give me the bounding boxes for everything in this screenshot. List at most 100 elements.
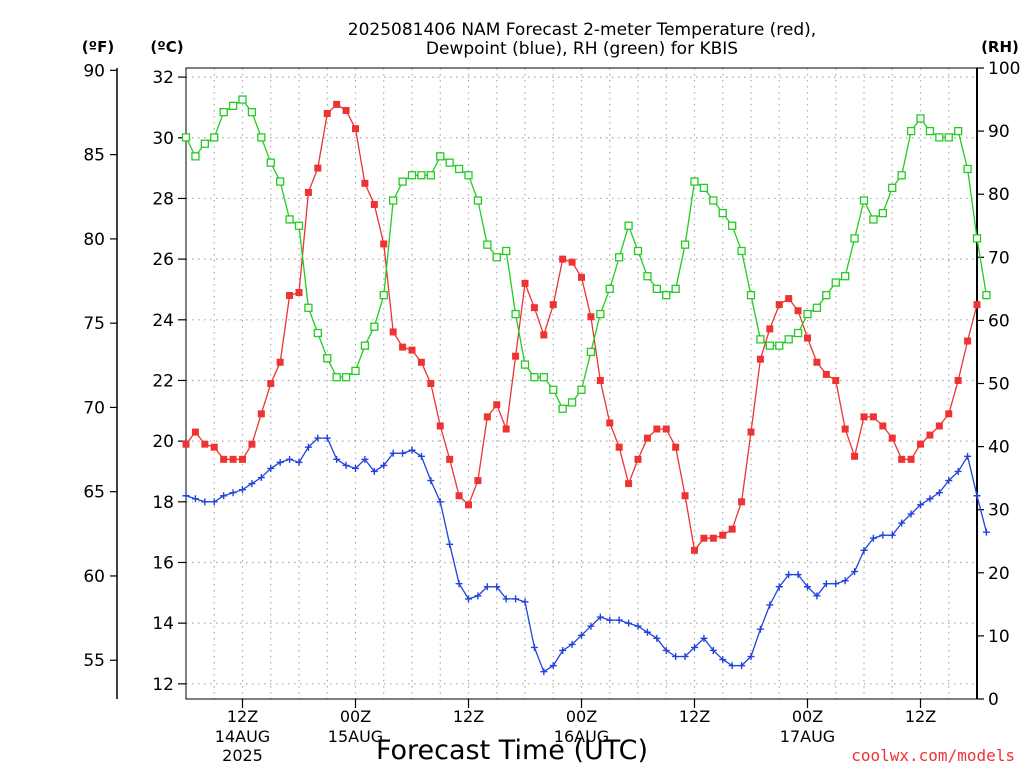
rh-point bbox=[652, 284, 661, 294]
temperature-point bbox=[643, 434, 651, 442]
dewpoint-point bbox=[869, 534, 877, 542]
temperature-point bbox=[323, 110, 331, 118]
dewpoint-point bbox=[304, 443, 312, 451]
temperature-point bbox=[756, 355, 764, 363]
dewpoint-point bbox=[634, 622, 642, 630]
rh-series bbox=[181, 95, 991, 413]
temperature-point bbox=[286, 292, 294, 300]
dewpoint-point bbox=[888, 531, 896, 539]
temperature-point bbox=[474, 477, 482, 485]
temperature-point bbox=[427, 380, 435, 387]
rh-point bbox=[473, 196, 483, 205]
x-tick-date: 17AUG bbox=[780, 727, 835, 746]
dewpoint-point bbox=[907, 510, 915, 518]
dewpoint-point bbox=[399, 449, 407, 457]
temperature-point bbox=[794, 307, 802, 315]
dewpoint-point bbox=[352, 464, 359, 472]
x-tick-label: 00Z bbox=[792, 707, 823, 726]
temperature-point bbox=[483, 413, 491, 421]
temperature-point bbox=[408, 346, 416, 354]
dewpoint-point bbox=[276, 458, 284, 466]
rh-point bbox=[756, 335, 765, 344]
rh-point bbox=[530, 373, 539, 382]
celsius-tick-label: 14 bbox=[152, 614, 174, 634]
rh-point bbox=[266, 158, 275, 167]
dewpoint-point bbox=[587, 622, 595, 630]
temperature-point bbox=[201, 440, 209, 448]
chart-title-line1: 2025081406 NAM Forecast 2-meter Temperat… bbox=[348, 20, 816, 40]
rh-point bbox=[539, 373, 548, 382]
rh-unit-label: (RH) bbox=[981, 38, 1019, 56]
x-tick-label: 12Z bbox=[679, 707, 710, 726]
rh-tick-label: 20 bbox=[988, 564, 1010, 584]
temperature-point bbox=[502, 425, 510, 433]
rh-point bbox=[850, 234, 859, 243]
temperature-point bbox=[549, 301, 557, 309]
x-tick-label: 12Z bbox=[227, 707, 258, 726]
dewpoint-point bbox=[804, 583, 811, 591]
temperature-point bbox=[182, 440, 190, 448]
temperature-point bbox=[738, 498, 746, 506]
rh-tick-label: 100 bbox=[988, 59, 1020, 79]
dewpoint-point bbox=[775, 583, 783, 591]
rh-point bbox=[200, 139, 209, 148]
dewpoint-point bbox=[964, 452, 972, 460]
rh-point bbox=[426, 171, 435, 180]
fahrenheit-tick-label: 80 bbox=[83, 230, 105, 250]
rh-point bbox=[417, 171, 426, 180]
rh-point bbox=[332, 373, 341, 382]
fahrenheit-tick-label: 75 bbox=[83, 314, 105, 334]
dewpoint-point bbox=[700, 634, 708, 642]
dewpoint-point bbox=[719, 656, 727, 664]
rh-point bbox=[398, 177, 407, 186]
dewpoint-point bbox=[474, 592, 482, 600]
temperature-point bbox=[568, 258, 576, 266]
dewpoint-point bbox=[210, 498, 218, 506]
dewpoint-point bbox=[333, 455, 341, 463]
temperature-point bbox=[907, 455, 915, 463]
dewpoint-point bbox=[380, 461, 388, 469]
celsius-tick-label: 20 bbox=[152, 432, 174, 452]
rh-point bbox=[906, 126, 916, 136]
rh-point bbox=[916, 114, 925, 123]
dewpoint-point bbox=[502, 595, 510, 603]
dewpoint-point bbox=[512, 595, 520, 603]
rh-point bbox=[389, 196, 398, 205]
celsius-tick-label: 26 bbox=[152, 250, 174, 270]
x-tick-date: 14AUG bbox=[215, 727, 270, 746]
temperature-point bbox=[832, 376, 840, 384]
temperature-point bbox=[455, 492, 463, 500]
temperature-point bbox=[578, 273, 585, 281]
celsius-tick-label: 28 bbox=[152, 189, 174, 209]
temperature-point bbox=[813, 358, 821, 366]
dewpoint-point bbox=[455, 580, 463, 588]
temperature-point bbox=[314, 164, 322, 172]
dewpoint-point bbox=[879, 531, 887, 539]
rh-point bbox=[181, 133, 191, 142]
dewpoint-point bbox=[286, 455, 294, 463]
rh-point bbox=[228, 101, 238, 111]
dewpoint-point bbox=[681, 653, 689, 661]
rh-point bbox=[238, 95, 247, 104]
rh-point bbox=[379, 291, 388, 300]
rh-point bbox=[897, 171, 906, 180]
rh-point bbox=[436, 152, 445, 161]
dewpoint-point bbox=[267, 464, 275, 472]
rh-tick-label: 10 bbox=[988, 627, 1010, 647]
temperature-point bbox=[681, 492, 689, 500]
rh-tick-label: 80 bbox=[988, 185, 1010, 205]
x-tick-label: 12Z bbox=[453, 707, 484, 726]
celsius-tick-label: 22 bbox=[152, 371, 174, 391]
temperature-point bbox=[700, 534, 708, 542]
temperature-point bbox=[973, 301, 981, 309]
dewpoint-point bbox=[323, 434, 331, 442]
dewpoint-point bbox=[530, 643, 538, 651]
temperature-point bbox=[465, 501, 472, 509]
dewpoint-point bbox=[370, 467, 378, 475]
temperature-point bbox=[672, 443, 680, 451]
rh-point bbox=[831, 278, 840, 287]
temperature-point bbox=[615, 443, 623, 451]
dewpoint-point bbox=[417, 452, 425, 460]
rh-point bbox=[643, 272, 652, 281]
rh-point bbox=[662, 291, 671, 300]
